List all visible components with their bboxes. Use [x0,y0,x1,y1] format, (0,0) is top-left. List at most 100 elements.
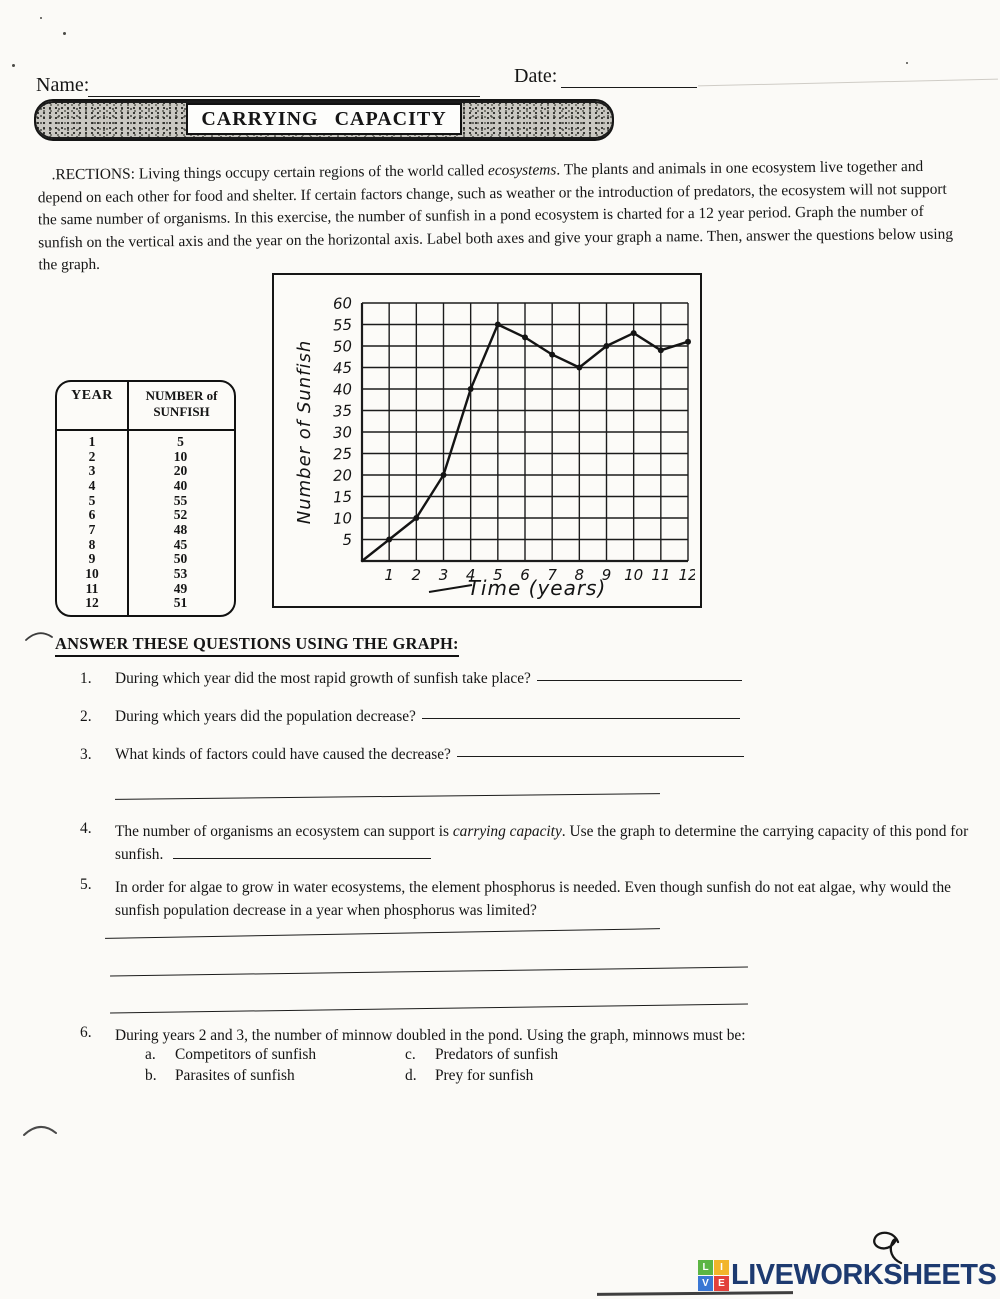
data-point [630,330,637,337]
x-tick-label: 4 [466,566,476,584]
y-tick-label: 60 [332,294,352,313]
q6-text: During years 2 and 3, the number of minn… [115,1027,746,1044]
q2-answer-blank[interactable] [421,718,740,719]
sunfish-cell: 49 [173,580,188,596]
question-4: The number of organisms an ecosystem can… [115,820,985,866]
q5-answer-line-2[interactable] [110,966,748,977]
scan-speck [906,62,908,64]
q6-option-d-text: Prey for sunfish [435,1067,534,1084]
q3-answer-blank[interactable] [456,756,744,757]
q6-option-c-letter: c. [405,1046,416,1063]
question-5: In order for algae to grow in water ecos… [115,876,960,922]
q6-option-a[interactable]: a. Competitors of sunfish [145,1046,405,1064]
x-tick-label: 2 [412,566,422,584]
title-box: CARRYING CAPACITY [186,103,462,135]
question-2: During which years did the population de… [115,708,740,726]
sunfish-line-chart: 60555045403530252015105123456789101112Nu… [294,294,698,600]
sunfish-cell: 53 [173,566,188,582]
y-tick-label: 55 [332,316,352,335]
table-header-sunfish: NUMBER of SUNFISH [129,388,234,420]
table-row: 10 53 [57,567,234,582]
question-6: During years 2 and 3, the number of minn… [115,1024,945,1047]
year-cell: 9 [88,551,96,567]
data-point [467,386,474,392]
table-column-divider [127,382,129,615]
year-cell: 3 [88,463,96,479]
q6-option-b-text: Parasites of sunfish [175,1067,295,1084]
scan-edge-line [698,78,998,87]
sunfish-cell: 50 [173,551,188,567]
q4-text: The number of organisms an ecosystem can… [115,823,453,840]
x-tick-label: 1 [384,566,394,584]
x-tick-label: 6 [520,566,530,584]
data-point [522,334,528,341]
name-blank-line[interactable] [88,96,480,97]
year-cell: 7 [88,522,96,538]
q6-option-b-letter: b. [145,1067,157,1084]
q6-option-b[interactable]: b. Parasites of sunfish [145,1067,405,1085]
q5-text: In order for algae to grow in water ecos… [115,879,952,919]
table-row: 3 20 [57,464,234,479]
y-tick-label: 50 [332,337,352,356]
table-row: 5 55 [57,492,234,509]
x-tick-label: 9 [602,566,612,584]
q3-number: 3. [80,746,92,763]
year-cell: 12 [85,595,99,611]
date-blank-line[interactable] [561,87,697,88]
logo-letter-square: L [698,1260,713,1275]
scan-arc-mark [23,1126,57,1136]
data-point [413,515,420,521]
table-row: 2 10 [57,448,234,465]
question-1: During which year did the most rapid gro… [115,670,742,688]
x-tick-label: 3 [439,566,449,584]
y-tick-label: 5 [342,531,352,549]
y-tick-label: 35 [332,402,352,421]
sunfish-cell: 10 [173,448,188,464]
y-tick-label: 30 [332,423,352,442]
table-body: 1 5 2 10 3 20 4 40 5 55 6 52 7 48 8 45 9 50 10 53 11 49 12 51 [57,434,234,611]
y-tick-label: 40 [332,380,352,399]
scan-speck [63,32,66,35]
q3-answer-line-2[interactable] [115,793,660,800]
directions-paragraph: .RECTIONS: Living things occupy certain … [37,156,960,278]
q6-option-c-text: Predators of sunfish [435,1046,559,1063]
q6-option-d-letter: d. [405,1067,417,1084]
name-label: Name: [36,74,90,96]
table-header-divider [57,429,234,431]
year-cell: 5 [88,492,96,508]
q5-answer-line-1[interactable] [105,928,660,939]
page-title: CARRYING CAPACITY [201,107,447,130]
table-row: 4 40 [57,479,234,494]
q6-option-c[interactable]: c. Predators of sunfish [405,1046,645,1064]
data-point [549,351,556,358]
y-tick-label: 10 [332,509,352,528]
q1-text: During which year did the most rapid gro… [115,670,531,687]
q5-answer-line-3[interactable] [110,1003,748,1014]
q6-option-a-text: Competitors of sunfish [175,1046,317,1063]
sunfish-cell: 5 [177,434,184,449]
data-point [440,472,447,478]
data-point [494,321,501,328]
data-point [603,343,610,349]
q1-answer-blank[interactable] [536,680,742,681]
scan-speck [12,64,15,67]
q4-answer-blank[interactable] [173,846,432,859]
x-tick-label: 12 [678,566,695,584]
x-tick-label: 7 [547,566,557,584]
pen-squiggle-mark [873,1231,903,1265]
table-header-year: YEAR [71,388,113,403]
y-tick-label: 25 [332,445,352,464]
logo-letter-square: I [714,1260,729,1275]
y-tick-label: 20 [332,466,352,485]
sunfish-cell: 20 [173,463,188,479]
y-tick-label: 45 [332,359,352,378]
table-row: 6 52 [57,508,234,523]
q6-options: a. Competitors of sunfish c. Predators o… [145,1046,645,1085]
questions-heading: ANSWER THESE QUESTIONS USING THE GRAPH: [55,634,459,657]
q6-option-d[interactable]: d. Prey for sunfish [405,1067,645,1085]
q5-number: 5. [80,876,92,893]
x-axis-title: Time (years) [468,576,607,600]
data-point [576,364,583,371]
